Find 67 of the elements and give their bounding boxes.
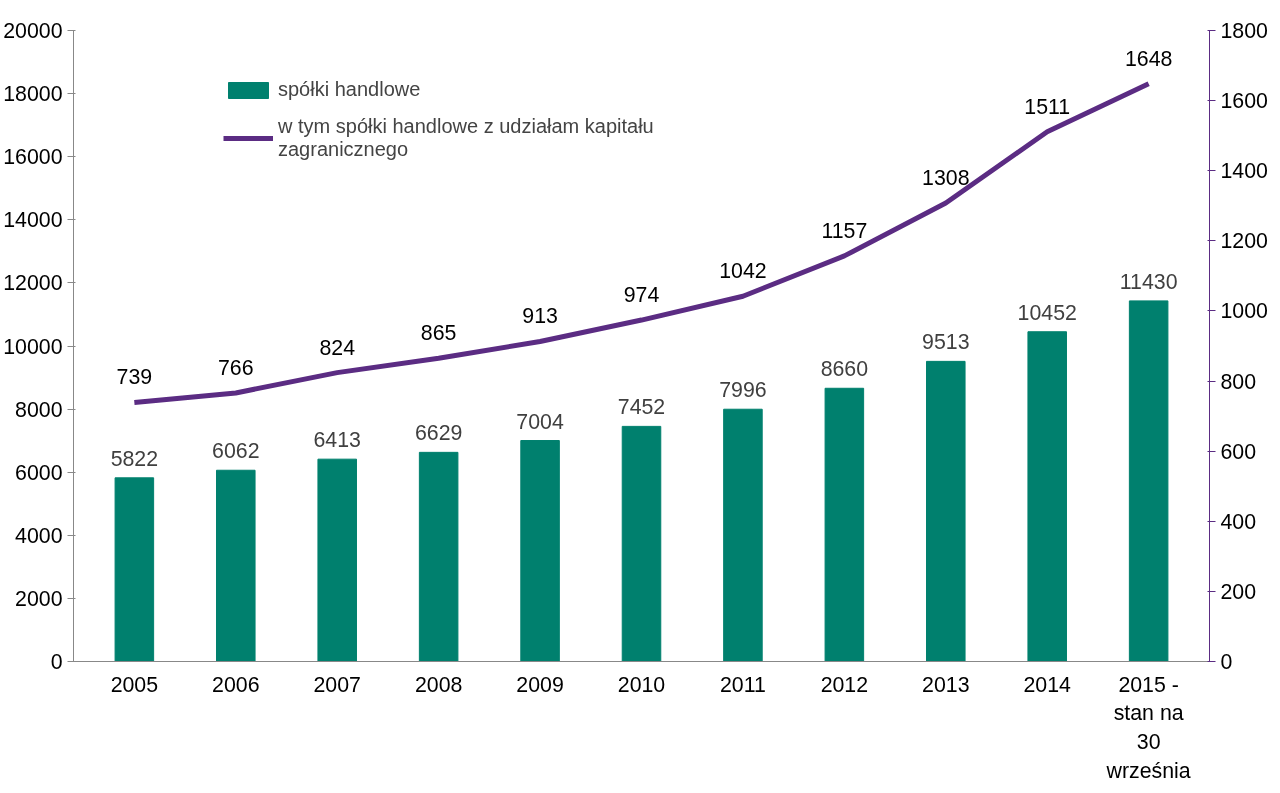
data-label: 5822 — [110, 446, 159, 471]
y2-tick-label: 400 — [1220, 509, 1257, 534]
x-tick-label: 2010 — [617, 672, 666, 697]
y2-tick-label: 1600 — [1220, 89, 1269, 114]
data-label: 974 — [623, 283, 660, 308]
y2-tick-label: 1000 — [1220, 299, 1269, 324]
y2-tick-label: 800 — [1220, 369, 1257, 394]
x-tick-label: 2015 - stan na 30 września — [1105, 672, 1191, 783]
y2-tick-label: 1800 — [1220, 19, 1269, 43]
y-tick-label: 14000 — [3, 208, 63, 233]
data-label: 913 — [522, 304, 558, 329]
data-label: 8660 — [820, 357, 869, 382]
y-tick-label: 10000 — [3, 334, 63, 359]
y2-tick-label: 1200 — [1220, 229, 1269, 254]
x-tick-label: 2009 — [516, 672, 564, 697]
legend-label: w tym spółki handlowe z udziałam kapitału zagranicznego — [278, 115, 654, 161]
data-label: 1648 — [1124, 46, 1173, 71]
data-label: 766 — [217, 355, 254, 380]
bar — [418, 451, 459, 662]
data-label: 6062 — [212, 439, 260, 464]
data-label: 11430 — [1119, 269, 1178, 294]
data-label: 1157 — [821, 218, 868, 243]
data-label: 9513 — [922, 330, 970, 355]
bar — [723, 408, 763, 662]
data-label: 1511 — [1024, 94, 1071, 119]
x-tick-label: 2006 — [212, 672, 260, 697]
y-tick-label: 8000 — [15, 397, 63, 422]
data-label: 7996 — [719, 378, 767, 403]
y-tick-label: 12000 — [3, 271, 63, 296]
x-tick-label: 2008 — [414, 672, 463, 697]
bar — [621, 425, 662, 662]
x-tick-label: 2007 — [313, 672, 361, 697]
y-tick-label: 20000 — [3, 19, 63, 43]
bar — [317, 458, 357, 662]
legend-label: spółki handlowe — [278, 78, 421, 101]
y-tick-label: 4000 — [15, 523, 63, 548]
data-label: 7452 — [617, 395, 666, 420]
y2-tick-label: 200 — [1220, 579, 1257, 604]
y-tick-label: 2000 — [15, 586, 63, 611]
y-tick-label: 0 — [50, 650, 63, 674]
data-label: 865 — [420, 321, 457, 346]
data-label: 6413 — [313, 428, 361, 453]
x-tick-label: 2014 — [1023, 672, 1072, 697]
x-tick-label: 2005 — [110, 672, 159, 697]
data-label: 1042 — [719, 259, 767, 284]
y-tick-label: 16000 — [3, 145, 63, 170]
data-label: 10452 — [1017, 300, 1077, 325]
data-label: 739 — [116, 365, 153, 390]
y2-tick-label: 1400 — [1220, 159, 1269, 184]
x-tick-label: 2011 — [720, 672, 766, 697]
y2-tick-label: 600 — [1220, 439, 1257, 464]
bar — [824, 387, 865, 662]
data-label: 824 — [319, 335, 356, 360]
bar — [926, 360, 966, 662]
bar — [114, 477, 155, 662]
y-tick-label: 6000 — [15, 460, 63, 485]
y2-tick-label: 0 — [1220, 650, 1233, 674]
y-tick-label: 18000 — [3, 82, 63, 107]
data-label: 6629 — [414, 421, 463, 446]
x-tick-label: 2013 — [922, 672, 970, 697]
bar — [1027, 331, 1067, 662]
data-label: 1308 — [922, 165, 970, 190]
bar — [1128, 300, 1169, 662]
bar — [216, 469, 256, 662]
bar — [520, 440, 560, 662]
x-tick-label: 2012 — [820, 672, 869, 697]
data-label: 7004 — [516, 409, 564, 434]
